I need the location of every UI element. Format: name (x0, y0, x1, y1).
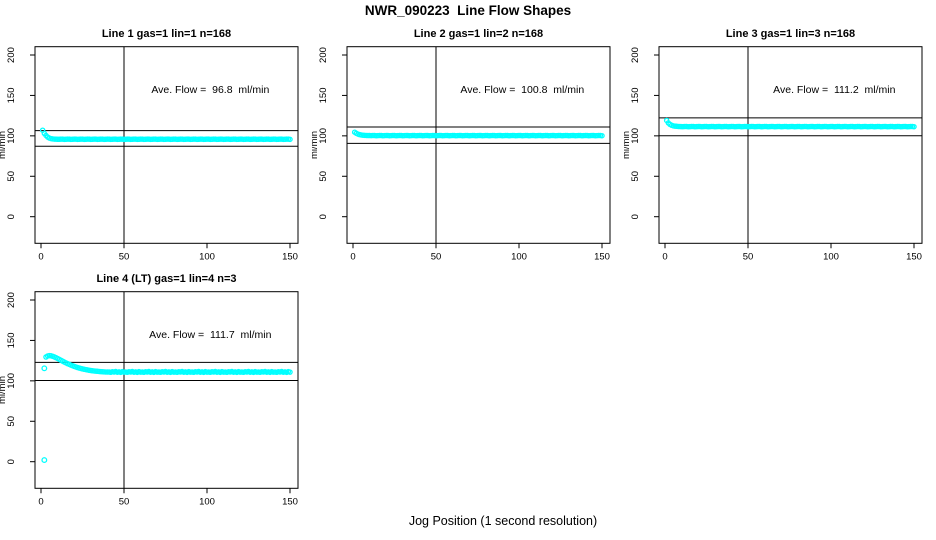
data-point (911, 123, 917, 130)
y-tick-label: 50 (6, 416, 17, 427)
x-tick-label: 0 (38, 251, 43, 262)
panel-plot: 0 50 100 150 0 50 100 150 200 ml/min Line 3 gas=1 … (621, 28, 923, 262)
x-tick-label: 150 (594, 251, 610, 262)
y-tick-label: 50 (630, 171, 641, 182)
data-series (351, 129, 605, 139)
panel-line-3: 0 50 100 150 0 50 100 150 200 ml/min Line 3 gas=1 … (621, 22, 936, 267)
panel-line-1: 0 50 100 150 0 50 100 150 200 ml/min Line 1 gas=1 … (0, 22, 312, 267)
plot-box (346, 46, 611, 244)
data-series (663, 117, 917, 130)
ave-flow-annotation: Ave. Flow = 111.7 ml/min (149, 329, 271, 341)
x-tick-label: 0 (38, 496, 43, 507)
y-axis-label: ml/min (0, 131, 8, 159)
panel-line-2: 0 50 100 150 0 50 100 150 200 ml/min Line 2 gas=1 … (309, 22, 624, 267)
panel-plot: 0 50 100 150 0 50 100 150 200 ml/min Line 1 gas=1 … (0, 28, 299, 262)
data-point (599, 132, 605, 139)
y-tick-label: 0 (630, 214, 641, 219)
x-tick-label: 50 (119, 496, 130, 507)
y-tick-label: 100 (318, 128, 329, 144)
y-axis-label: ml/min (0, 376, 8, 404)
y-tick-label: 50 (6, 171, 17, 182)
figure-title: NWR_090223 Line Flow Shapes (364, 3, 572, 18)
outlier-point (41, 365, 48, 372)
y-tick-label: 100 (6, 373, 17, 389)
x-tick-label: 150 (906, 251, 922, 262)
x-tick-label: 100 (199, 251, 215, 262)
y-tick-label: 100 (6, 128, 17, 144)
y-axis-label: ml/min (312, 131, 320, 159)
x-tick-label: 0 (662, 251, 667, 262)
y-axis-label: ml/min (624, 131, 632, 159)
y-tick-label: 50 (318, 171, 329, 182)
y-tick-label: 0 (6, 214, 17, 219)
y-tick-label: 0 (6, 459, 17, 464)
y-tick-label: 150 (318, 87, 329, 103)
y-tick-label: 200 (630, 47, 641, 63)
panel-title: Line 1 gas=1 lin=1 n=168 (102, 28, 231, 40)
plot-box (658, 46, 923, 244)
x-tick-label: 100 (511, 251, 527, 262)
x-tick-label: 50 (119, 251, 130, 262)
y-tick-label: 200 (6, 292, 17, 308)
y-tick-label: 150 (6, 332, 17, 348)
data-series (41, 352, 293, 464)
y-tick-label: 100 (630, 128, 641, 144)
outlier-point (41, 457, 48, 464)
y-tick-label: 150 (630, 87, 641, 103)
panel-plot: 0 50 100 150 0 50 100 150 200 ml/min Line 4 (LT) g… (0, 273, 299, 507)
y-tick-label: 200 (6, 47, 17, 63)
panel-plot: 0 50 100 150 0 50 100 150 200 ml/min Line 2 gas=1 … (309, 28, 611, 262)
x-tick-label: 150 (282, 251, 298, 262)
panel-title: Line 4 (LT) gas=1 lin=4 n=3 (96, 273, 236, 285)
ave-flow-annotation: Ave. Flow = 100.8 ml/min (460, 84, 584, 96)
y-tick-label: 0 (318, 214, 329, 219)
ave-flow-annotation: Ave. Flow = 111.2 ml/min (773, 84, 895, 96)
plot-box (34, 46, 299, 244)
x-tick-label: 50 (743, 251, 754, 262)
data-series (39, 127, 293, 143)
plot-box (34, 291, 299, 489)
panel-title: Line 3 gas=1 lin=3 n=168 (726, 28, 855, 40)
panel-line-4: 0 50 100 150 0 50 100 150 200 ml/min Line 4 (LT) g… (0, 267, 312, 512)
panel-title: Line 2 gas=1 lin=2 n=168 (414, 28, 543, 40)
x-tick-label: 150 (282, 496, 298, 507)
x-tick-label: 50 (431, 251, 442, 262)
x-tick-label: 100 (199, 496, 215, 507)
y-tick-label: 150 (6, 87, 17, 103)
y-tick-label: 200 (318, 47, 329, 63)
x-tick-label: 0 (350, 251, 355, 262)
ave-flow-annotation: Ave. Flow = 96.8 ml/min (151, 84, 269, 96)
data-point (287, 136, 293, 143)
x-tick-label: 100 (823, 251, 839, 262)
data-point (287, 369, 293, 375)
x-axis-label: Jog Position (1 second resolution) (408, 514, 598, 528)
